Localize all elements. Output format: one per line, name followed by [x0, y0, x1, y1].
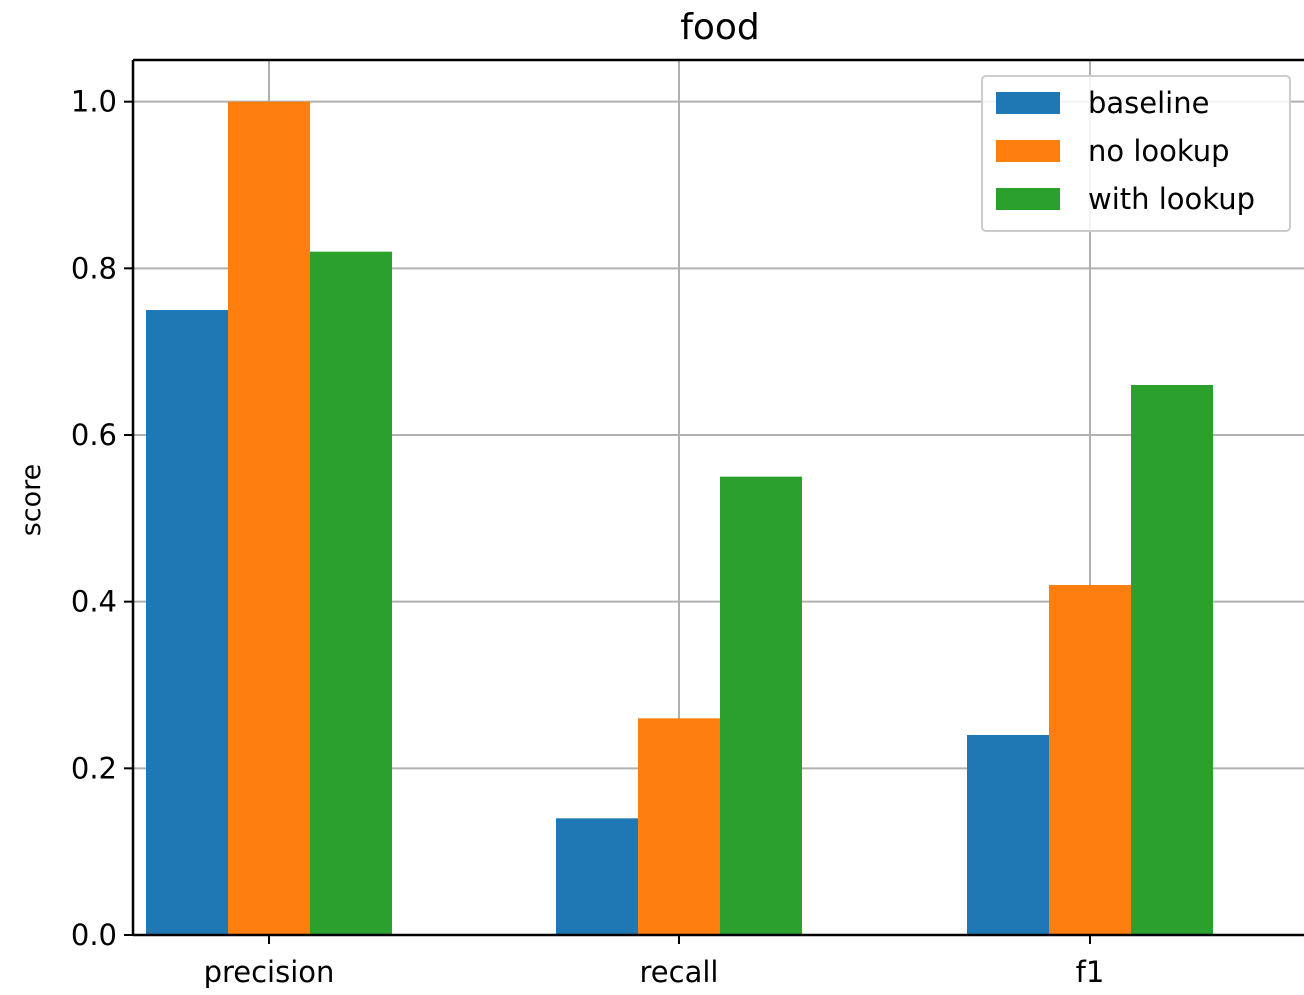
legend-label-no-lookup: no lookup	[1088, 134, 1230, 168]
bar-with-lookup-f1	[1131, 385, 1213, 935]
y-tick-label: 0.2	[71, 751, 117, 785]
bar-baseline-f1	[967, 735, 1049, 935]
y-tick-label: 0.4	[71, 585, 117, 619]
x-tick-label-f1: f1	[1076, 955, 1105, 989]
y-tick-label: 1.0	[71, 85, 117, 119]
bar-baseline-recall	[556, 818, 638, 935]
bar-with-lookup-recall	[720, 476, 802, 935]
bar-no-lookup-f1	[1049, 585, 1131, 935]
bar-no-lookup-precision	[228, 101, 310, 935]
x-tick-label-recall: recall	[640, 955, 719, 989]
axes: 0.0 0.2 0.4 0.6 0.8 1.0 precision recall f1	[71, 58, 1304, 989]
y-tick-label: 0.8	[71, 251, 117, 285]
legend-swatch-baseline	[996, 92, 1060, 114]
bar-no-lookup-recall	[638, 718, 720, 935]
legend-label-baseline: baseline	[1088, 86, 1209, 120]
y-tick-label: 0.6	[71, 418, 117, 452]
y-axis-label: score	[16, 464, 47, 537]
y-tick-label: 0.0	[71, 918, 117, 952]
bars	[146, 101, 1213, 935]
bar-baseline-precision	[146, 310, 228, 935]
legend-swatch-with-lookup	[996, 188, 1060, 210]
x-tick-label-precision: precision	[204, 955, 335, 989]
legend-label-with-lookup: with lookup	[1088, 182, 1255, 216]
chart-title: food	[680, 7, 760, 48]
legend: baseline no lookup with lookup	[981, 75, 1291, 232]
bar-with-lookup-precision	[310, 251, 392, 935]
legend-swatch-no-lookup	[996, 140, 1060, 162]
